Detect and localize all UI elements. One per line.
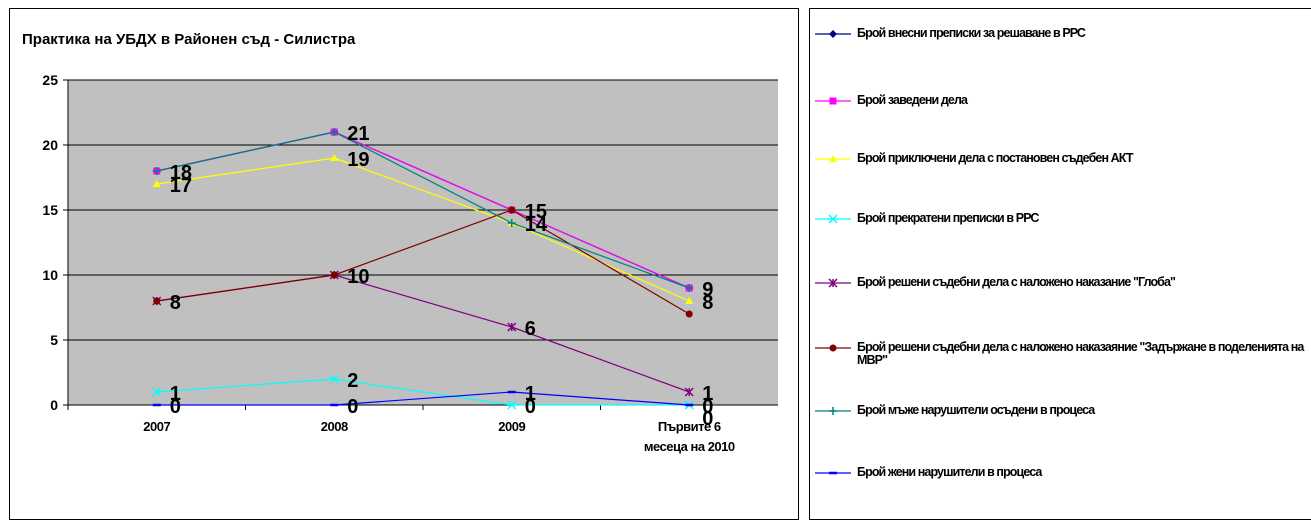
data-label: 17 [170, 175, 192, 197]
data-point [152, 167, 161, 175]
data-label: 0 [702, 396, 713, 418]
legend-key [815, 30, 851, 38]
data-point [685, 310, 693, 318]
legend-key [815, 155, 851, 162]
data-point [685, 297, 694, 304]
data-label: 0 [347, 396, 358, 418]
data-point [152, 387, 162, 397]
legend-item: Брой приключени дела с постановен съдебе… [815, 152, 1311, 166]
legend-marker [829, 344, 837, 352]
data-point [330, 154, 339, 161]
legend-label: Брой прекратени преписки в РРС [857, 211, 1039, 225]
x-tick-label: 2008 [321, 419, 348, 434]
legend-item: Брой внесни преписки за решаване в РРС [815, 27, 1311, 41]
data-label: 10 [347, 266, 369, 288]
legend-item: Брой жени нарушители в процеса [815, 466, 1311, 480]
data-point [330, 271, 338, 279]
series-line [156, 391, 690, 406]
legend-item: Брой решени съдебни дела с наложено нака… [815, 341, 1311, 367]
data-label: 14 [525, 214, 548, 236]
legend-label: Брой заведени дела [857, 93, 968, 107]
legend-label: Брой решени съдебни дела с наложено нака… [857, 275, 1176, 289]
legend-key [815, 214, 851, 224]
x-tick-label: 2007 [143, 419, 170, 434]
y-tick-label: 5 [50, 332, 58, 348]
data-label: 1 [702, 383, 713, 405]
data-label: 8 [170, 292, 181, 314]
legend-key [815, 344, 851, 352]
legend-item: Брой заведени дела [815, 94, 1311, 108]
y-tick-label: 15 [42, 202, 58, 218]
data-label: 1 [525, 383, 536, 405]
data-label: 18 [170, 162, 192, 184]
data-label: 21 [347, 123, 369, 145]
data-point [507, 219, 516, 227]
y-tick-label: 0 [50, 397, 58, 413]
series-8 [152, 390, 694, 407]
legend-marker [829, 155, 837, 162]
x-tick-label: Първите 6 месеца на 2010 [644, 419, 735, 454]
data-label: 0 [525, 396, 536, 418]
legend-item: Брой мъже нарушители осъдени в процеса [815, 404, 1311, 418]
legend-label: Брой жени нарушители в процеса [857, 465, 1042, 479]
data-label: 6 [525, 318, 536, 340]
chart-area [9, 8, 799, 520]
data-label: 15 [525, 201, 547, 223]
data-label: 9 [702, 279, 713, 301]
legend-label: Брой решени съдебни дела с наложено нака… [857, 340, 1304, 367]
legend-key [815, 471, 851, 475]
data-point [152, 180, 161, 187]
legend-item: Брой решени съдебни дела с наложено нака… [815, 276, 1311, 290]
legend-marker [829, 30, 837, 38]
series-line [156, 378, 690, 406]
y-tick-label: 20 [42, 137, 58, 153]
legend-label: Брой приключени дела с постановен съдебе… [857, 151, 1133, 165]
data-point [330, 128, 339, 136]
legend-marker [829, 97, 837, 105]
series-6 [153, 206, 693, 318]
series-line [156, 209, 690, 315]
data-label: 2 [347, 370, 358, 392]
data-label: 8 [702, 292, 713, 314]
data-label: 0 [170, 396, 181, 418]
legend-key [815, 278, 851, 288]
data-point [153, 297, 161, 305]
y-tick-label: 10 [42, 267, 58, 283]
x-tick-label: 2009 [498, 419, 525, 434]
series-line [156, 131, 690, 289]
series-7 [152, 128, 694, 292]
data-label: 1 [170, 383, 181, 405]
legend-marker [829, 407, 837, 415]
data-point [684, 387, 694, 397]
legend-key [815, 97, 851, 105]
data-label: 0 [702, 408, 713, 430]
legend-marker [828, 278, 838, 288]
data-point [329, 374, 339, 384]
legend-label: Брой мъже нарушители осъдени в процеса [857, 403, 1095, 417]
chart-title: Практика на УБДХ в Районен съд - Силистр… [22, 31, 356, 48]
data-point [507, 400, 517, 410]
legend-item: Брой прекратени преписки в РРС [815, 212, 1311, 226]
legend-marker [828, 214, 838, 224]
data-point [685, 284, 694, 292]
y-tick-label: 25 [42, 72, 58, 88]
data-label: 19 [347, 149, 369, 171]
data-point [507, 322, 517, 332]
legend [809, 8, 1311, 520]
legend-key [815, 407, 851, 415]
data-point [508, 206, 516, 214]
legend-label: Брой внесни преписки за решаване в РРС [857, 26, 1086, 40]
